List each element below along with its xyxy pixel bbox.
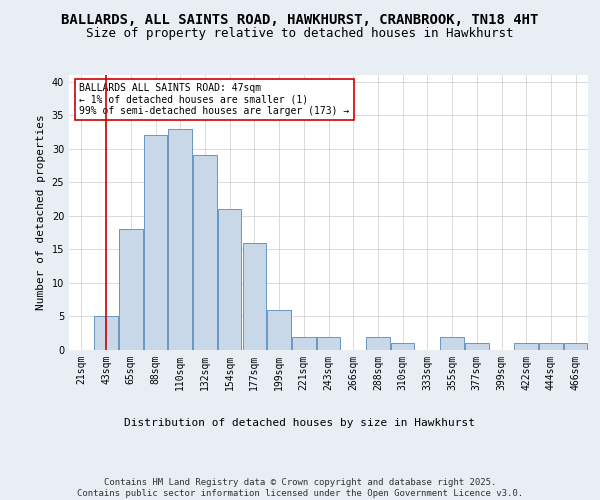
Bar (317, 336, 340, 350)
Bar (193, 156, 217, 350)
Bar (144, 136, 167, 350)
Bar (440, 336, 464, 350)
Bar (242, 242, 266, 350)
Bar (268, 310, 291, 350)
Text: Distribution of detached houses by size in Hawkhurst: Distribution of detached houses by size … (125, 418, 476, 428)
Bar (391, 344, 415, 350)
Bar (119, 230, 143, 350)
Bar (564, 344, 587, 350)
Text: BALLARDS, ALL SAINTS ROAD, HAWKHURST, CRANBROOK, TN18 4HT: BALLARDS, ALL SAINTS ROAD, HAWKHURST, CR… (61, 12, 539, 26)
Text: Size of property relative to detached houses in Hawkhurst: Size of property relative to detached ho… (86, 28, 514, 40)
Text: BALLARDS ALL SAINTS ROAD: 47sqm
← 1% of detached houses are smaller (1)
99% of s: BALLARDS ALL SAINTS ROAD: 47sqm ← 1% of … (79, 83, 350, 116)
Y-axis label: Number of detached properties: Number of detached properties (36, 114, 46, 310)
Bar (465, 344, 488, 350)
Bar (366, 336, 389, 350)
Bar (292, 336, 316, 350)
Text: Contains HM Land Registry data © Crown copyright and database right 2025.
Contai: Contains HM Land Registry data © Crown c… (77, 478, 523, 498)
Bar (514, 344, 538, 350)
Bar (94, 316, 118, 350)
Bar (169, 128, 192, 350)
Bar (218, 209, 241, 350)
Bar (539, 344, 563, 350)
